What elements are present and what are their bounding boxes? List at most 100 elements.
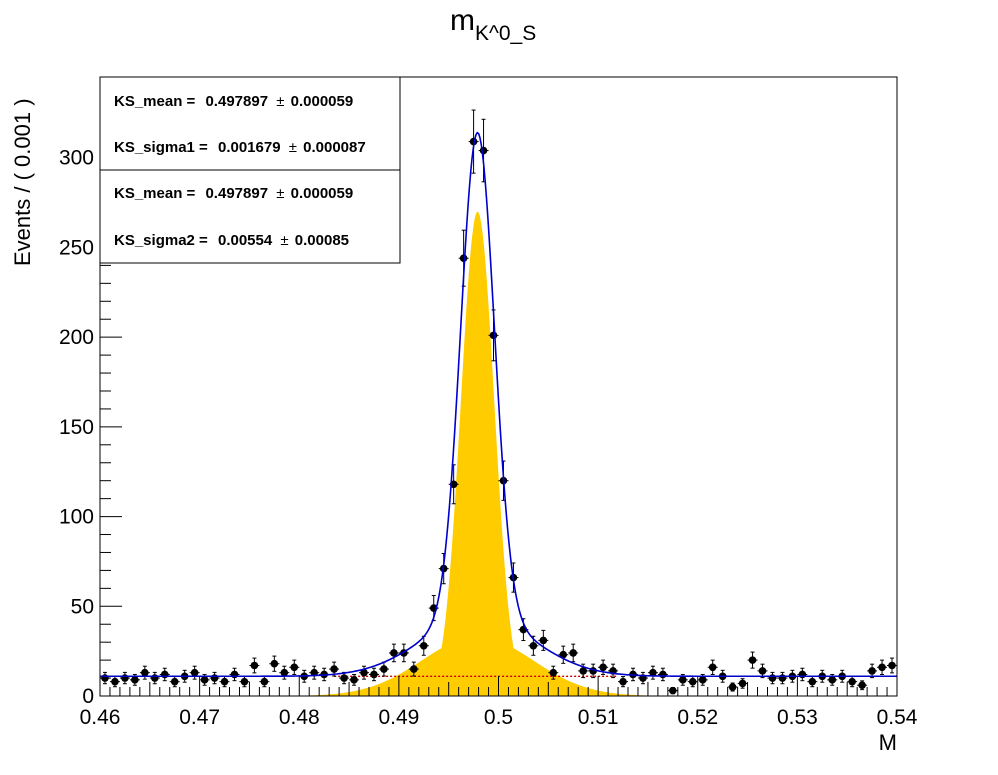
data-marker <box>808 677 817 686</box>
data-point <box>169 676 180 688</box>
x-tick-label: 0.53 <box>777 706 818 729</box>
data-point <box>747 651 758 669</box>
data-point <box>767 671 778 685</box>
data-point <box>707 659 718 675</box>
data-marker <box>748 656 757 664</box>
stat-name: KS_sigma1 = <box>114 139 208 156</box>
y-tick-label: 150 <box>59 416 94 439</box>
data-marker <box>290 663 299 672</box>
stat-value: 0.497897 <box>205 185 268 202</box>
data-point <box>807 676 818 688</box>
data-marker <box>131 676 139 684</box>
data-marker <box>170 677 179 686</box>
data-point <box>229 667 240 682</box>
data-point <box>727 682 738 692</box>
data-marker <box>240 677 249 686</box>
data-points <box>100 109 897 695</box>
data-point <box>687 676 698 688</box>
data-point <box>139 665 150 680</box>
data-point <box>189 665 200 680</box>
data-marker <box>649 668 657 677</box>
data-marker <box>579 667 587 675</box>
data-point <box>199 673 210 686</box>
data-marker <box>569 649 578 657</box>
data-point <box>309 665 320 680</box>
data-point <box>388 643 399 663</box>
data-point <box>618 676 629 688</box>
signal-component-fill <box>100 211 897 696</box>
data-point <box>887 657 897 674</box>
x-tick-label: 0.52 <box>677 706 718 729</box>
data-point <box>637 671 648 685</box>
data-point <box>737 678 748 689</box>
data-marker <box>419 641 428 650</box>
y-tick-label: 100 <box>59 506 94 529</box>
data-point <box>478 118 489 183</box>
data-marker <box>250 661 259 670</box>
stat-error: 0.000059 <box>291 93 354 110</box>
data-point <box>797 667 808 682</box>
data-marker <box>479 146 488 155</box>
data-marker <box>688 677 697 686</box>
stat-name: KS_mean = <box>114 93 196 110</box>
data-marker <box>459 254 468 263</box>
data-marker <box>260 677 269 686</box>
data-point <box>349 673 360 686</box>
stats-row: KS_mean = 0.497897 ± 0.000059 <box>114 93 353 110</box>
stats-box-2: KS_mean = 0.497897 ± 0.000059 KS_sigma2 … <box>99 169 401 264</box>
stat-pm: ± <box>276 93 284 110</box>
data-point <box>159 667 170 682</box>
data-marker <box>280 668 289 677</box>
stat-name: KS_sigma2 = <box>114 232 208 249</box>
data-marker <box>878 663 886 672</box>
data-point <box>418 635 429 656</box>
data-marker <box>340 674 348 682</box>
data-point <box>269 655 280 672</box>
data-point <box>657 667 668 682</box>
data-point <box>548 665 559 680</box>
data-marker <box>350 676 358 684</box>
data-marker <box>669 686 677 695</box>
data-marker <box>220 677 229 686</box>
stat-error: 0.000087 <box>303 139 366 156</box>
data-marker <box>390 649 398 657</box>
x-axis-ticks: 0.46 0.47 0.48 0.49 0.5 0.51 0.52 0.53 0.54 <box>80 676 918 729</box>
data-marker <box>708 663 717 672</box>
data-marker <box>778 674 787 682</box>
data-point <box>209 671 220 685</box>
stats-row: KS_sigma2 = 0.00554 ± 0.00085 <box>114 232 349 249</box>
data-marker <box>728 683 737 691</box>
x-tick-label: 0.47 <box>179 706 220 729</box>
data-point <box>558 645 569 664</box>
data-marker <box>190 668 199 677</box>
data-point <box>279 665 290 680</box>
stats-row: KS_mean = 0.497897 ± 0.000059 <box>114 185 353 202</box>
data-marker <box>559 650 568 659</box>
data-marker <box>270 659 279 668</box>
data-point <box>408 661 419 677</box>
data-point <box>119 671 130 685</box>
x-tick-label: 0.46 <box>80 706 121 729</box>
x-tick-label: 0.54 <box>877 706 918 729</box>
data-marker <box>489 331 498 340</box>
total-fit-curve <box>100 131 897 678</box>
data-marker <box>410 665 418 673</box>
data-marker <box>679 676 687 684</box>
data-marker <box>150 674 159 682</box>
data-marker <box>868 667 876 675</box>
data-marker <box>858 681 866 690</box>
x-axis-label: M <box>879 730 897 755</box>
data-marker <box>798 670 807 679</box>
data-marker <box>360 668 368 677</box>
data-point <box>259 676 270 688</box>
data-point <box>777 671 788 685</box>
data-point <box>239 676 250 688</box>
y-axis-label: Events / ( 0.001 ) <box>10 98 35 266</box>
data-marker <box>698 676 707 684</box>
y-axis-ticks: 0 50 100 150 200 250 300 <box>59 85 122 708</box>
data-marker <box>848 677 856 686</box>
chart-title-subscript: K^0_S <box>475 22 536 45</box>
data-point <box>827 673 838 686</box>
chart-title-main: m <box>450 4 475 37</box>
